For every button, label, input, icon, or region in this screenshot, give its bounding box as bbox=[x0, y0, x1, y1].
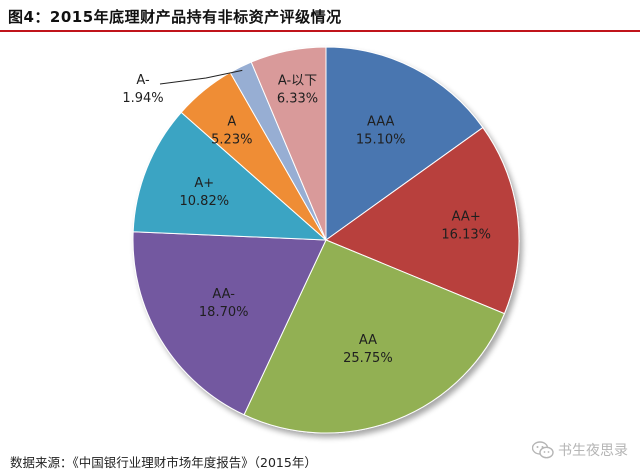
slice-label: A bbox=[227, 114, 236, 129]
pie-slice-a- bbox=[250, 46, 327, 241]
leader-line-a-minus bbox=[159, 69, 243, 85]
watermark: 书生夜思录 bbox=[532, 440, 628, 460]
slice-percent: 16.13% bbox=[441, 228, 491, 243]
pie-slice-a-plus bbox=[132, 111, 328, 241]
chart-title: 图4：2015年底理财产品持有非标资产评级情况 bbox=[8, 8, 342, 26]
data-source-note: 数据来源：《中国银行业理财市场年度报告》（2015年） bbox=[10, 455, 317, 470]
pie-slice-aa bbox=[243, 239, 506, 434]
slice-label: AA bbox=[359, 333, 377, 348]
pie-slice-aa-plus bbox=[324, 126, 520, 315]
slice-label: AA+ bbox=[452, 210, 481, 225]
slice-percent: 10.82% bbox=[180, 194, 230, 209]
slice-percent: 25.75% bbox=[343, 351, 393, 366]
slice-percent: 6.33% bbox=[277, 92, 318, 107]
slice-label: A- bbox=[136, 73, 150, 88]
slice-label: A+ bbox=[194, 176, 214, 191]
slice-percent: 18.70% bbox=[199, 305, 249, 320]
slice-percent: 1.94% bbox=[122, 91, 163, 106]
title-divider bbox=[0, 30, 640, 32]
wechat-icon bbox=[532, 441, 554, 459]
slice-percent: 15.10% bbox=[356, 133, 406, 148]
slice-percent: 5.23% bbox=[211, 132, 252, 147]
slice-label: AAA bbox=[367, 115, 395, 130]
pie-slice-aa- bbox=[132, 231, 327, 416]
pie-slice-aaa bbox=[325, 46, 484, 241]
slice-label: AA- bbox=[212, 287, 235, 302]
watermark-text: 书生夜思录 bbox=[558, 443, 628, 459]
slice-label: A-以下 bbox=[278, 74, 317, 89]
